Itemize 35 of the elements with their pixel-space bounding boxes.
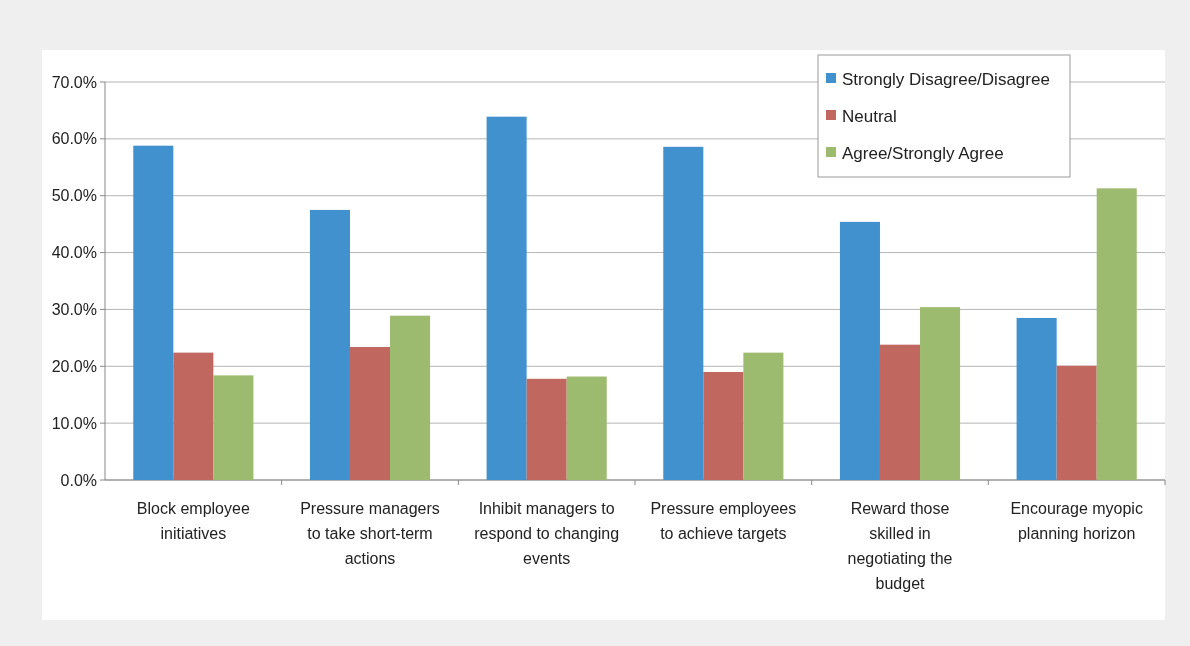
bar bbox=[213, 375, 254, 480]
bar bbox=[920, 307, 961, 480]
bar bbox=[879, 344, 921, 480]
y-tick-label: 20.0% bbox=[51, 357, 97, 375]
y-tick-label: 50.0% bbox=[51, 187, 97, 205]
legend-label: Neutral bbox=[842, 106, 897, 126]
bar bbox=[663, 146, 704, 480]
bar bbox=[1016, 317, 1057, 480]
legend-label: Agree/Strongly Agree bbox=[842, 143, 1004, 163]
bar bbox=[1096, 188, 1137, 480]
x-tick-label: Pressure employees to achieve targets bbox=[650, 500, 797, 542]
legend-label: Strongly Disagree/Disagree bbox=[842, 69, 1050, 89]
bar bbox=[1056, 365, 1097, 480]
bar bbox=[173, 352, 214, 480]
bar bbox=[566, 376, 607, 480]
bar bbox=[743, 352, 784, 480]
y-tick-label: 10.0% bbox=[51, 414, 97, 432]
y-tick-label: 0.0% bbox=[60, 471, 97, 489]
bar bbox=[839, 221, 880, 480]
x-tick-label: Block employee initiatives bbox=[136, 500, 250, 542]
y-tick-label: 60.0% bbox=[51, 130, 97, 148]
bar bbox=[703, 371, 744, 480]
bar bbox=[526, 378, 567, 480]
y-tick-label: 30.0% bbox=[51, 301, 97, 319]
bar bbox=[309, 209, 350, 480]
bar bbox=[349, 346, 391, 480]
x-tick-label: Reward those skilled in negotiating the budget bbox=[847, 500, 953, 592]
x-tick-label: Pressure managers to take short-term actions bbox=[300, 500, 440, 567]
bar bbox=[486, 116, 527, 480]
x-tick-label: Encourage myopic planning horizon bbox=[1010, 500, 1143, 542]
y-tick-label: 70.0% bbox=[51, 73, 97, 91]
bar bbox=[133, 145, 174, 480]
y-tick-label: 40.0% bbox=[51, 244, 97, 262]
x-tick-label: Inhibit managers to respond to changing events bbox=[474, 500, 620, 567]
bar bbox=[390, 315, 431, 480]
